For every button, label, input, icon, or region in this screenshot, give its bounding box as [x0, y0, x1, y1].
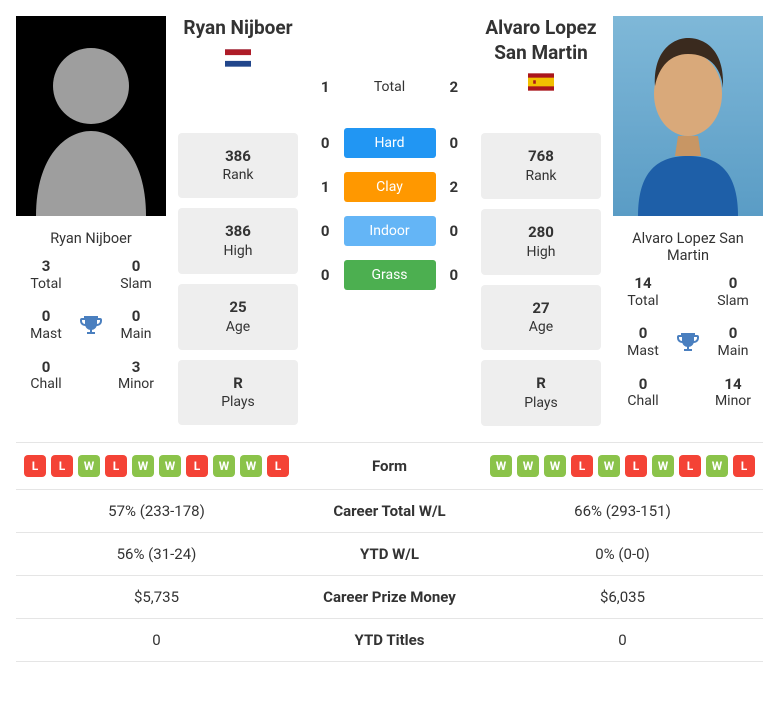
p2-minor: 14Minor: [703, 375, 763, 411]
form-chip[interactable]: L: [571, 455, 593, 477]
compare-p1-value: $5,735: [16, 576, 297, 619]
compare-p2-value: 0: [482, 619, 763, 662]
player2-titles-grid: 14Total 0Slam 0Mast 0Main 0Chall 14Minor: [613, 274, 763, 411]
person-icon: [613, 16, 763, 216]
p2-age-card: 27Age: [481, 285, 601, 351]
compare-label: YTD Titles: [297, 619, 482, 662]
player2-header: Alvaro Lopez San Martin: [481, 16, 601, 95]
player1-name-caption: Ryan Nijboer: [16, 216, 166, 257]
compare-row: 57% (233-178)Career Total W/L66% (293-15…: [16, 490, 763, 533]
trophy-icon: [673, 324, 703, 360]
p2-chall: 0Chall: [613, 375, 673, 411]
p2-plays-card: RPlays: [481, 360, 601, 426]
p2-mast: 0Mast: [613, 324, 673, 360]
form-label: Form: [297, 443, 482, 490]
p2-total: 14Total: [613, 274, 673, 310]
p1-minor: 3Minor: [106, 358, 166, 394]
silhouette-icon: [16, 16, 166, 216]
form-chip[interactable]: W: [213, 455, 235, 477]
compare-p2-value: 66% (293-151): [482, 490, 763, 533]
form-chip[interactable]: L: [625, 455, 647, 477]
h2h-hard-row: 0 Hard 0: [310, 128, 469, 158]
compare-p2-value: $6,035: [482, 576, 763, 619]
p1-total: 3Total: [16, 257, 76, 293]
h2h-clay-row: 1 Clay 2: [310, 172, 469, 202]
p2-rank-card: 768Rank: [481, 133, 601, 199]
compare-row: 56% (31-24)YTD W/L0% (0-0): [16, 533, 763, 576]
p2-slam: 0Slam: [703, 274, 763, 310]
grass-pill[interactable]: Grass: [344, 260, 436, 290]
player1-column: Ryan Nijboer 3Total 0Slam 0Mast 0Main 0C…: [16, 16, 166, 426]
p1-high-card: 386High: [178, 208, 298, 274]
p1-main: 0Main: [106, 307, 166, 343]
p1-plays-card: RPlays: [178, 360, 298, 426]
indoor-pill[interactable]: Indoor: [344, 216, 436, 246]
h2h-center: 1 Total 2 0 Hard 0 1 Clay 2 0 Indoor 0 0…: [310, 16, 469, 426]
form-chip[interactable]: W: [78, 455, 100, 477]
h2h-grass-row: 0 Grass 0: [310, 260, 469, 290]
form-chip[interactable]: W: [706, 455, 728, 477]
compare-row-form: LLWLWWLWWL Form WWWLWLWLWL: [16, 443, 763, 490]
total-pill: Total: [344, 72, 436, 102]
form-chip[interactable]: L: [105, 455, 127, 477]
form-chip[interactable]: L: [679, 455, 701, 477]
clay-pill[interactable]: Clay: [344, 172, 436, 202]
h2h-indoor-row: 0 Indoor 0: [310, 216, 469, 246]
p1-form: LLWLWWLWWL: [24, 455, 289, 477]
player1-header: Ryan Nijboer: [178, 16, 298, 71]
p1-age-card: 25Age: [178, 284, 298, 350]
player2-column: Alvaro Lopez San Martin 14Total 0Slam 0M…: [613, 16, 763, 426]
trophy-icon: [76, 307, 106, 343]
form-chip[interactable]: L: [24, 455, 46, 477]
player2-name-caption: Alvaro Lopez San Martin: [613, 216, 763, 274]
p1-mast: 0Mast: [16, 307, 76, 343]
form-chip[interactable]: W: [132, 455, 154, 477]
p2-form: WWWLWLWLWL: [490, 455, 755, 477]
p2-high-card: 280High: [481, 209, 601, 275]
compare-p1-value: 57% (233-178): [16, 490, 297, 533]
compare-label: YTD W/L: [297, 533, 482, 576]
form-chip[interactable]: W: [517, 455, 539, 477]
form-chip[interactable]: L: [267, 455, 289, 477]
spain-flag-icon: [528, 73, 554, 91]
p2-main: 0Main: [703, 324, 763, 360]
form-chip[interactable]: W: [598, 455, 620, 477]
player1-titles-grid: 3Total 0Slam 0Mast 0Main 0Chall 3Minor: [16, 257, 166, 394]
top-grid: Ryan Nijboer 3Total 0Slam 0Mast 0Main 0C…: [16, 16, 763, 426]
p1-slam: 0Slam: [106, 257, 166, 293]
player2-header-name: Alvaro Lopez San Martin: [481, 16, 601, 65]
form-chip[interactable]: L: [186, 455, 208, 477]
hard-pill[interactable]: Hard: [344, 128, 436, 158]
compare-label: Career Prize Money: [297, 576, 482, 619]
form-chip[interactable]: W: [652, 455, 674, 477]
compare-row: 0YTD Titles0: [16, 619, 763, 662]
compare-p2-value: 0% (0-0): [482, 533, 763, 576]
player1-header-name: Ryan Nijboer: [178, 16, 298, 41]
player1-photo: [16, 16, 166, 216]
form-chip[interactable]: L: [733, 455, 755, 477]
p1-rank-card: 386Rank: [178, 133, 298, 199]
h2h-total-row: 1 Total 2: [310, 72, 469, 102]
player1-mini-cards: Ryan Nijboer 386Rank 386High 25Age RPlay…: [178, 16, 298, 426]
form-chip[interactable]: L: [51, 455, 73, 477]
compare-p1-value: 0: [16, 619, 297, 662]
form-chip[interactable]: W: [159, 455, 181, 477]
player2-mini-cards: Alvaro Lopez San Martin 768Rank 280High …: [481, 16, 601, 426]
form-chip[interactable]: W: [490, 455, 512, 477]
player2-photo: [613, 16, 763, 216]
p1-chall: 0Chall: [16, 358, 76, 394]
compare-row: $5,735Career Prize Money$6,035: [16, 576, 763, 619]
compare-table: LLWLWWLWWL Form WWWLWLWLWL 57% (233-178)…: [16, 442, 763, 662]
compare-label: Career Total W/L: [297, 490, 482, 533]
netherlands-flag-icon: [225, 49, 251, 67]
form-chip[interactable]: W: [240, 455, 262, 477]
compare-p1-value: 56% (31-24): [16, 533, 297, 576]
form-chip[interactable]: W: [544, 455, 566, 477]
